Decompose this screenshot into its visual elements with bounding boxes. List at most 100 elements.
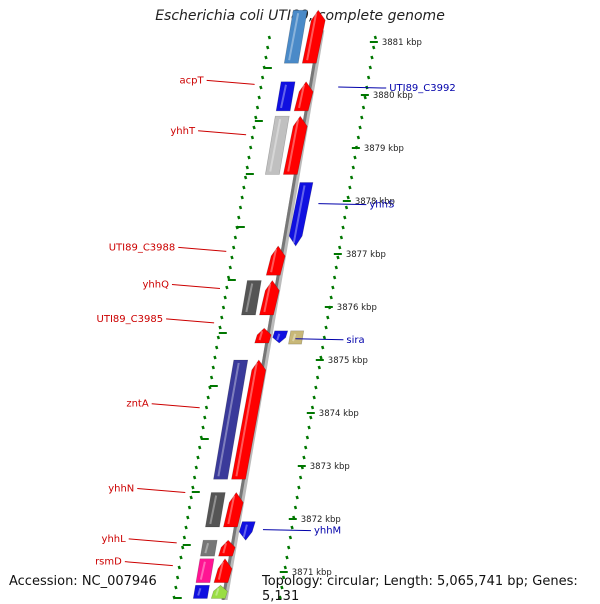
left-dot-tick [245,165,249,170]
gene-highlight [270,248,278,273]
right-dot-tick [310,405,315,410]
right-dot-tick [288,535,293,540]
gene-arrow-forward [293,81,314,112]
right-dot-tick [366,75,371,80]
left-dot-tick [255,105,260,110]
right-dot-tick [343,215,347,220]
gene-highlight [197,587,202,596]
kbp-label: 3871 kbp [292,568,332,578]
gene-label-left: yhhQ [142,279,169,290]
gene-cds-block [205,492,226,528]
gene-highlight [288,13,300,61]
gene-label-leader [338,86,387,89]
gene-cds-block [192,584,210,599]
gene-block-reverse [288,330,305,345]
gene-label-leader [166,318,215,324]
left-dot-tick [192,475,197,480]
gene-cds-block [213,359,249,480]
left-dot-tick [248,145,253,150]
right-dot-tick [293,505,298,510]
gene-label-leader [124,561,173,567]
left-dot-tick [265,45,270,50]
gene-label-right: UTI89_C3992 [389,83,456,94]
gene-arrow-forward [210,584,228,599]
left-dot-tick [182,535,187,540]
gene-label-leader [295,338,344,341]
right-dot-tick [305,435,310,440]
gene-arrow-forward [259,279,280,316]
gene-cds-block [275,81,296,112]
right-dot-tick [346,195,350,200]
gene-highlight [258,330,264,341]
right-dot-tick [307,425,311,430]
right-dot-tick [280,585,284,590]
gene-cds-block [283,9,308,64]
right-dot-tick [297,485,301,490]
right-dot-tick [295,495,299,500]
gene-cds-block [264,115,290,175]
gene-label-left: rsmD [95,557,122,568]
right-dot-tick [298,475,303,480]
left-dot-tick [201,425,205,430]
gene-label-leader [318,203,367,206]
left-dot-tick [264,55,268,60]
left-dot-tick [184,525,188,530]
right-dot-tick [356,135,361,140]
gene-highlight [298,84,305,109]
kbp-label: 3874 kbp [319,409,359,419]
right-dot-tick [370,55,374,60]
right-dot-tick [312,395,316,400]
gene-cds-block [241,280,262,316]
kbp-label: 3879 kbp [364,144,404,154]
left-dot-tick [231,245,236,250]
gene-highlight [292,185,306,244]
left-dot-tick [211,365,215,370]
left-dot-tick [189,495,193,500]
gene-highlight [280,84,287,109]
gene-label-leader [128,538,177,544]
left-dot-tick [213,355,217,360]
gene-highlight [235,362,258,477]
gene-arrow-forward [213,558,233,583]
left-dot-tick [197,445,202,450]
gene-highlight [217,561,224,580]
left-dot-tick [180,545,185,550]
left-dot-tick [233,235,238,240]
gene-label-leader [137,488,186,493]
left-dot-tick [228,265,232,270]
gene-label-leader [262,529,311,532]
right-dot-tick [331,285,335,290]
right-dot-tick [285,555,289,560]
left-dot-tick [191,485,195,490]
right-dot-tick [351,165,355,170]
right-dot-tick [373,35,378,40]
right-dot-tick [371,45,376,50]
gene-highlight [242,524,248,538]
left-dot-tick [226,275,231,280]
gene-arrow-reverse [272,330,289,344]
gene-arrow-forward [282,115,308,175]
gene-arrow-forward [231,359,267,480]
gene-highlight [199,561,206,580]
gene-cds-block [200,539,218,557]
left-dot-tick [196,455,200,460]
gene-label-leader [198,130,247,136]
left-dot-tick [260,75,265,80]
left-dot-tick [204,405,209,410]
gene-label-leader [151,403,200,409]
gene-highlight [306,13,318,61]
right-dot-tick [368,65,372,70]
left-dot-tick [206,395,210,400]
right-dot-tick [341,225,345,230]
gene-label-left: yhhL [102,534,127,545]
kbp-label: 3872 kbp [301,515,341,525]
gene-label-right: yhhS [369,200,394,211]
right-dot-tick [344,205,349,210]
gene-highlight [217,362,240,477]
right-dot-tick [334,265,338,270]
left-dot-tick [237,215,241,220]
left-dot-tick [175,575,180,580]
kbp-label: 3878 kbp [355,197,395,207]
gene-highlight [215,587,220,596]
